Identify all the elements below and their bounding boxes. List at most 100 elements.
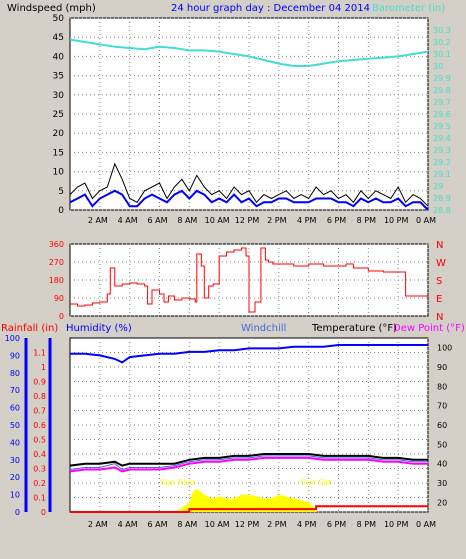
dewpoint-line <box>69 456 428 473</box>
x-tick-label: 0 AM <box>416 216 436 225</box>
barometer-tick-label: 29.7 <box>433 98 451 107</box>
barometer-tick-label: 29.6 <box>433 110 451 119</box>
rainfall-tick-label: 0.7 <box>33 407 46 416</box>
x-tick-label: 2 PM <box>267 216 286 225</box>
temperature-axis-label: Temperature (°F) <box>311 323 397 334</box>
temperature-panel-marks: Sun Rise Sun Set <box>69 344 428 513</box>
windspeed-tick-label: 50 <box>53 14 65 24</box>
x-tick-label: 6 AM <box>147 520 167 529</box>
x-tick-label: 10 PM <box>384 216 409 225</box>
x-tick-label: 10 AM <box>205 520 230 529</box>
windspeed-tick-label: 5 <box>58 187 64 197</box>
barometer-tick-label: 29.8 <box>433 86 451 95</box>
temperature-ticks: 20 30 40 50 60 70 80 90 100 <box>437 344 452 508</box>
temperature-tick-label: 50 <box>437 440 447 449</box>
barometer-line <box>69 38 429 67</box>
humidity-tick-label: 90 <box>10 351 20 360</box>
wind-gust-line <box>69 162 429 207</box>
temperature-tick-label: 20 <box>437 498 447 507</box>
compass-tick-label: W <box>436 258 446 269</box>
temperature-tick-label: 100 <box>437 344 452 353</box>
barometer-axis-label: Barometer (in) <box>372 3 445 14</box>
humidity-tick-label: 40 <box>10 438 20 447</box>
direction-degree-ticks: 0 90 180 270 360 <box>49 240 64 321</box>
humidity-line <box>70 344 428 364</box>
barometer-ticks: 28.8 28.9 29 29.1 29.2 29.3 29.4 29.5 29.6 29.7 29… <box>433 26 451 215</box>
windspeed-axis-label: Windspeed (mph) <box>7 3 96 14</box>
x-tick-label: 4 AM <box>118 216 138 225</box>
temperature-tick-label: 60 <box>437 421 447 430</box>
humidity-tick-label: 10 <box>10 491 20 500</box>
x-tick-label: 2 AM <box>88 216 108 225</box>
windspeed-tick-label: 35 <box>53 72 64 82</box>
windspeed-tick-label: 15 <box>53 148 64 158</box>
temperature-panel-grid <box>70 338 429 513</box>
barometer-tick-label: 29 <box>433 182 443 191</box>
rainfall-axis-label: Rainfall (in) <box>1 323 58 334</box>
x-tick-label: 8 AM <box>177 520 197 529</box>
barometer-tick-label: 29.1 <box>433 170 451 179</box>
barometer-tick-label: 29.3 <box>433 146 451 155</box>
x-tick-label: 2 PM <box>267 520 286 529</box>
x-tick-label: 6 AM <box>147 216 167 225</box>
x-tick-label: 12 PM <box>235 216 260 225</box>
windspeed-tick-label: 30 <box>53 91 65 101</box>
windspeed-tick-label: 0 <box>58 206 64 216</box>
direction-tick-label: 0 <box>59 312 64 321</box>
x-tick-label: 10 PM <box>384 520 409 529</box>
barometer-tick-label: 28.9 <box>433 194 451 203</box>
barometer-tick-label: 30 <box>433 62 443 71</box>
x-tick-label: 6 PM <box>327 520 346 529</box>
humidity-tick-label: 70 <box>10 386 20 395</box>
compass-tick-label: N <box>436 312 443 323</box>
temperature-tick-label: 40 <box>437 460 447 469</box>
rainfall-tick-label: 0.6 <box>33 421 46 430</box>
barometer-tick-label: 29.9 <box>433 74 451 83</box>
temperature-tick-label: 90 <box>437 363 447 372</box>
temperature-tick-label: 80 <box>437 382 447 391</box>
wind-speed-line <box>69 189 429 211</box>
windspeed-tick-label: 20 <box>53 129 65 139</box>
x-tick-label: 8 AM <box>177 216 197 225</box>
barometer-tick-label: 30.1 <box>433 50 451 59</box>
wind-panel-x-ticks: 2 AM 4 AM 6 AM 8 AM 10 AM 12 PM 2 PM 4 PM 6 PM 8 … <box>88 216 436 225</box>
windspeed-tick-label: 25 <box>53 110 64 120</box>
x-tick-label: 8 PM <box>357 216 376 225</box>
x-tick-label: 2 AM <box>88 520 108 529</box>
barometer-tick-label: 29.2 <box>433 158 451 167</box>
rainfall-tick-label: 0.2 <box>33 479 46 488</box>
chart-title: 24 hour graph day : December 04 2014 <box>171 3 370 14</box>
direction-tick-label: 90 <box>54 294 64 303</box>
windspeed-tick-label: 10 <box>53 168 65 178</box>
rainfall-tick-label: 1.1 <box>33 349 46 358</box>
rainfall-tick-label: 1 <box>41 363 46 372</box>
rainfall-tick-label: 0 <box>41 508 46 517</box>
temperature-panel-x-ticks: 2 AM 4 AM 6 AM 8 AM 10 AM 12 PM 2 PM 4 PM 6 PM 8 … <box>88 520 436 529</box>
compass-tick-label: S <box>436 276 442 287</box>
windspeed-ticks: 0 5 10 15 20 25 30 35 40 45 50 <box>53 14 65 216</box>
rainfall-tick-label: 0.1 <box>33 494 46 503</box>
wind-direction-line <box>70 247 429 313</box>
x-tick-label: 12 PM <box>235 520 260 529</box>
windchill-legend: Windchill <box>241 323 286 334</box>
humidity-tick-label: 60 <box>10 404 20 413</box>
rainfall-tick-label: 0.5 <box>33 436 46 445</box>
humidity-tick-label: 80 <box>10 369 20 378</box>
sunset-label: Sun Set <box>301 478 332 487</box>
rainfall-tick-label: 0.3 <box>33 465 46 474</box>
wind-panel-marks <box>69 38 429 211</box>
direction-tick-label: 270 <box>49 258 64 267</box>
compass-tick-label: E <box>436 294 442 305</box>
solar-area <box>177 488 317 512</box>
x-tick-label: 10 AM <box>205 216 230 225</box>
direction-tick-label: 360 <box>49 240 64 249</box>
direction-tick-label: 180 <box>49 276 64 285</box>
humidity-axis-label: Humidity (%) <box>66 323 132 334</box>
rainfall-tick-label: 0.9 <box>33 378 46 387</box>
sunrise-label: Sun Rise <box>160 478 195 487</box>
wind-panel-grid <box>70 17 429 211</box>
barometer-tick-label: 28.8 <box>433 206 451 215</box>
barometer-tick-label: 30.3 <box>433 26 451 35</box>
